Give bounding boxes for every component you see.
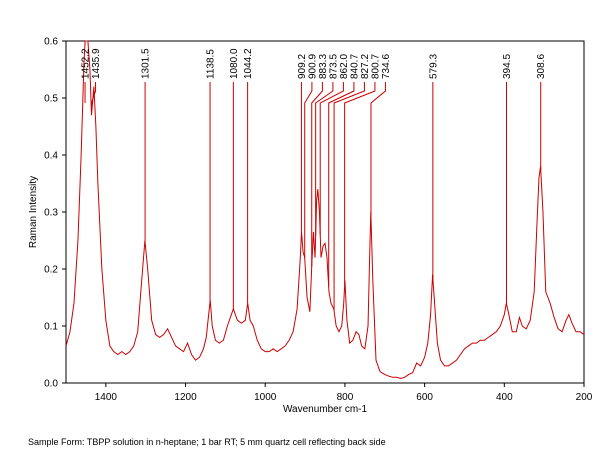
peak-leader <box>344 82 376 286</box>
y-tick-label: 0.1 <box>44 322 58 333</box>
peak-label: 827.2 <box>360 54 371 79</box>
peak-leader <box>333 82 365 312</box>
x-tick-label: 1000 <box>254 392 277 403</box>
peak-label: 1138.5 <box>206 49 217 79</box>
x-tick-label: 800 <box>337 392 354 403</box>
peak-label: 873.5 <box>328 54 339 79</box>
x-tick-label: 1200 <box>174 392 197 403</box>
peak-label: 900.9 <box>307 54 318 79</box>
y-axis-label: Raman Intensity <box>28 176 39 248</box>
y-tick-label: 0.4 <box>44 151 58 162</box>
peak-leader <box>91 82 97 115</box>
peak-label: 394.5 <box>502 54 513 79</box>
peak-leader <box>319 82 344 235</box>
peak-label: 1435.9 <box>91 48 102 79</box>
x-axis-label: Wavenumber cm-1 <box>283 404 368 415</box>
peak-leader <box>311 82 323 267</box>
peak-label: 1301.5 <box>141 48 152 79</box>
peak-label: 862.0 <box>339 54 350 79</box>
spectrum-line <box>65 40 585 379</box>
peak-label: 883.3 <box>318 54 329 79</box>
y-tick-label: 0.5 <box>44 94 58 105</box>
peak-leader <box>315 82 334 237</box>
peak-leader <box>370 82 386 218</box>
y-tick-label: 0.3 <box>44 208 58 219</box>
peak-label: 909.2 <box>297 54 308 79</box>
x-tick-label: 200 <box>576 392 593 403</box>
footnote: Sample Form: TBPP solution in n-heptane;… <box>28 437 386 447</box>
peak-label: 1452.2 <box>81 48 92 79</box>
peak-label: 840.7 <box>349 54 360 79</box>
y-tick-label: 0.0 <box>44 379 58 390</box>
x-tick-label: 400 <box>496 392 513 403</box>
y-tick-label: 0.2 <box>44 265 58 276</box>
x-tick-label: 600 <box>416 392 433 403</box>
peak-label: 1044.2 <box>243 48 254 79</box>
peak-label: 1080.0 <box>229 48 240 79</box>
peak-label: 800.7 <box>370 54 381 79</box>
x-tick-label: 1400 <box>95 392 118 403</box>
peak-label: 579.3 <box>428 54 439 79</box>
peak-label: 308.6 <box>536 54 547 79</box>
peak-leader <box>304 82 313 259</box>
y-tick-label: 0.6 <box>44 37 58 48</box>
peak-label: 734.6 <box>381 54 392 79</box>
peak-leader <box>328 82 355 288</box>
